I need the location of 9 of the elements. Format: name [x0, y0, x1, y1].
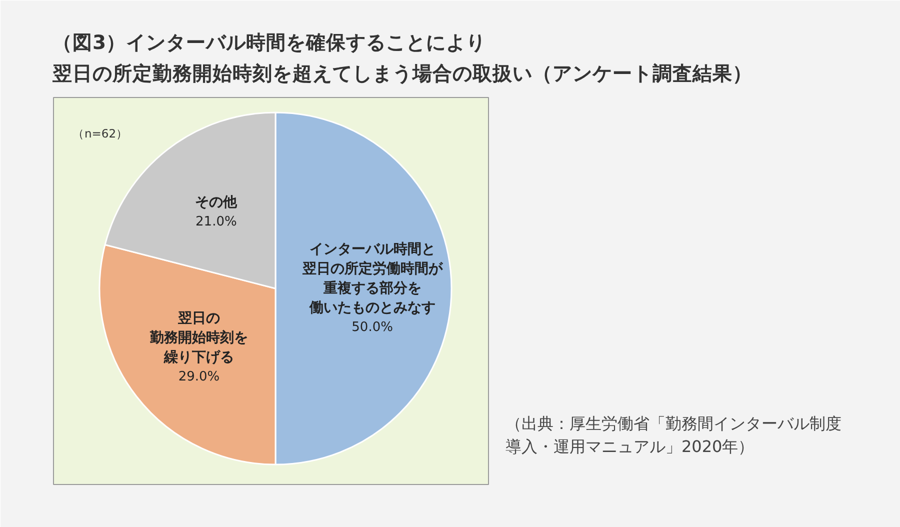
text: （n=62） [72, 126, 128, 140]
slice-label: その他 [195, 194, 238, 210]
slice-label: 翌日の勤務開始時刻を繰り下げる [149, 310, 248, 366]
text: （出典：厚生労働省「勤務間インターバル制度導入・運用マニュアル」2020年） [506, 414, 842, 456]
data-label: 50.0% [352, 320, 393, 335]
chart-title: （図3）インターバル時間を確保することにより翌日の所定勤務開始時刻を超えてしまう場合の取扱い（アンケート調査結果） [52, 31, 752, 85]
slice-label: インターバル時間と翌日の所定労働時間が重複する部分を働いたものとみなす [301, 242, 444, 316]
data-label: 21.0% [196, 214, 237, 230]
data-label: 29.0% [178, 370, 220, 385]
